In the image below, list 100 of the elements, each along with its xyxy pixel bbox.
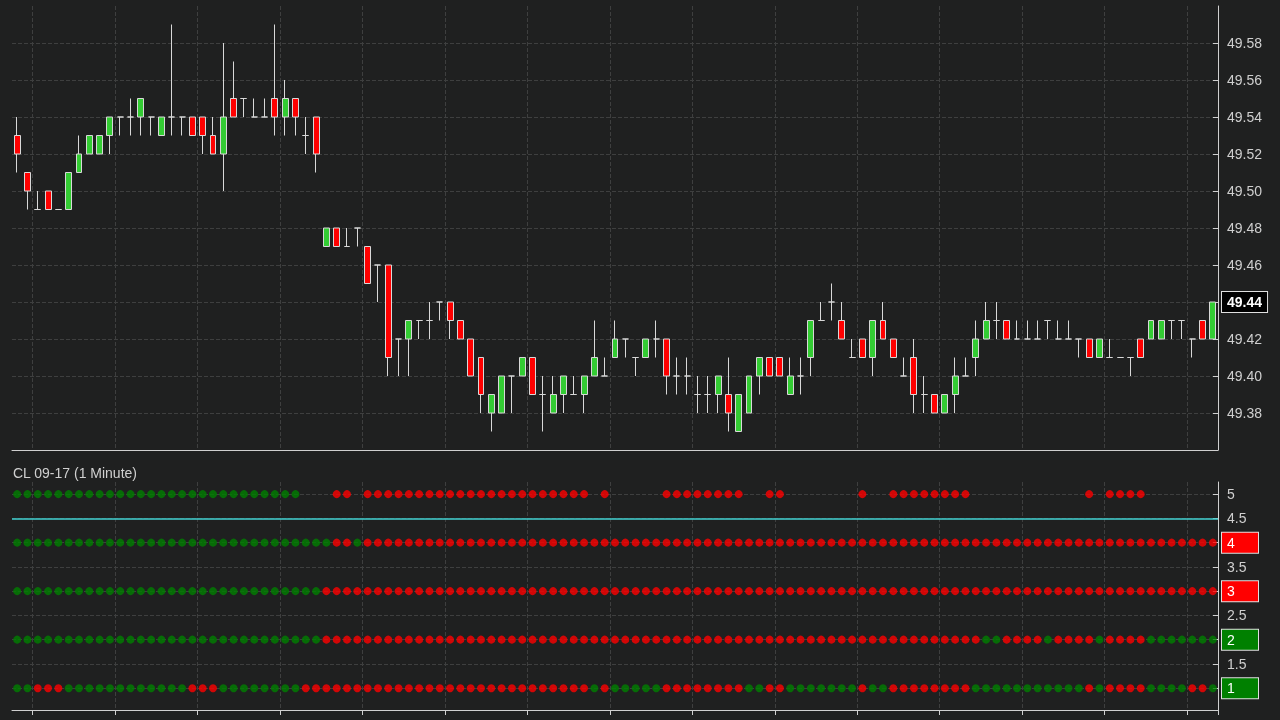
- candlestick: [632, 357, 639, 377]
- candlestick: [34, 190, 41, 210]
- candlestick: [292, 98, 299, 136]
- candlestick: [179, 116, 186, 136]
- candlestick: [787, 357, 794, 395]
- candlestick: [96, 135, 103, 155]
- y-tick-label: 4.5: [1227, 510, 1247, 527]
- candlestick: [148, 116, 155, 136]
- candlestick: [488, 394, 495, 432]
- candlestick: [1065, 320, 1072, 340]
- candlestick: [735, 394, 742, 432]
- candlestick: [467, 338, 474, 377]
- candlestick: [1209, 301, 1216, 340]
- candlestick: [498, 375, 505, 414]
- candlestick: [601, 357, 608, 377]
- candlestick: [1034, 320, 1041, 340]
- candlestick: [539, 375, 546, 432]
- candlestick: [230, 61, 237, 118]
- candlestick: [880, 301, 886, 340]
- candlestick: [395, 338, 402, 377]
- y-tick-label: 49.46: [1227, 257, 1263, 273]
- candlestick: [457, 320, 464, 340]
- candlestick: [240, 98, 247, 118]
- candlestick: [261, 98, 268, 118]
- candlestick: [45, 190, 52, 210]
- candlestick: [952, 357, 959, 414]
- candlestick: [1178, 320, 1185, 340]
- y-tick-label: 49.42: [1227, 331, 1263, 347]
- candlestick: [828, 283, 835, 321]
- candlestick: [746, 375, 752, 414]
- candlestick: [251, 98, 258, 118]
- y-tick-label: 49.40: [1227, 368, 1263, 384]
- candlestick: [1075, 338, 1082, 358]
- candlestick: [1003, 320, 1010, 340]
- candlestick: [560, 375, 567, 414]
- candlestick: [653, 320, 660, 358]
- candlestick: [1044, 320, 1051, 340]
- candlestick: [622, 338, 629, 358]
- candlestick: [426, 301, 433, 340]
- y-tick-label: 1.5: [1227, 655, 1247, 672]
- candlestick: [704, 375, 711, 414]
- candlestick: [282, 79, 289, 136]
- candlestick: [993, 301, 1000, 340]
- candlestick: [344, 227, 350, 247]
- candlestick: [447, 301, 454, 340]
- y-tick-label: 49.44: [1227, 294, 1263, 310]
- candlestick: [910, 338, 917, 414]
- candlestick: [1106, 338, 1113, 358]
- candlestick: [663, 338, 670, 395]
- candlestick: [1199, 320, 1206, 340]
- candlestick: [869, 320, 876, 377]
- candlestick: [416, 320, 423, 340]
- candlestick: [684, 357, 691, 395]
- candlestick: [302, 116, 309, 155]
- candlestick: [890, 338, 897, 358]
- candlestick: [1024, 320, 1031, 340]
- y-tick-label: 3.5: [1227, 558, 1247, 575]
- candlestick: [694, 375, 701, 414]
- candlestick: [838, 301, 845, 340]
- candlestick: [673, 357, 680, 395]
- y-tick-label: 49.56: [1227, 72, 1263, 88]
- candlestick: [1168, 320, 1175, 340]
- candlestick: [127, 98, 134, 136]
- candlestick: [1014, 320, 1020, 340]
- candlestick: [715, 375, 722, 414]
- candlestick: [220, 42, 227, 192]
- candlestick: [1055, 320, 1062, 340]
- candlestick: [385, 264, 392, 377]
- candlestick: [374, 264, 381, 303]
- y-tick-label: 49.54: [1227, 109, 1263, 125]
- y-tick-label: 5: [1227, 486, 1235, 503]
- candlestick: [972, 320, 979, 377]
- candlestick: [313, 116, 320, 173]
- candlestick: [106, 116, 113, 155]
- candlestick: [1148, 320, 1154, 340]
- candlestick: [1158, 320, 1165, 340]
- candlestick: [529, 357, 536, 395]
- chart-title: CL 09-17 (1 Minute): [13, 465, 137, 481]
- candlestick: [725, 357, 732, 432]
- candlestick: [1189, 338, 1196, 358]
- candlestick: [354, 227, 361, 247]
- candlestick: [900, 357, 907, 377]
- candlestick: [921, 375, 928, 414]
- y-tick-label: 2: [1227, 631, 1235, 648]
- candlestick: [508, 375, 515, 414]
- candlestick: [478, 357, 484, 414]
- candlestick: [797, 357, 804, 395]
- candlestick: [807, 320, 814, 377]
- candlestick: [137, 98, 144, 136]
- candlestick: [271, 24, 278, 136]
- candlestick: [86, 135, 93, 155]
- candlestick: [756, 357, 763, 395]
- y-tick-label: 3: [1227, 583, 1235, 600]
- candlestick: [766, 357, 773, 377]
- y-tick-label: 2.5: [1227, 607, 1247, 624]
- candlestick: [818, 301, 825, 321]
- y-tick-label: 1: [1227, 680, 1235, 697]
- candlestick: [519, 357, 526, 377]
- candlestick: [570, 375, 577, 395]
- candlestick: [550, 375, 557, 414]
